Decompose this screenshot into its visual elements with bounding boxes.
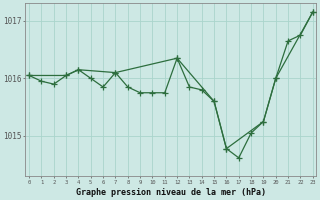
X-axis label: Graphe pression niveau de la mer (hPa): Graphe pression niveau de la mer (hPa)	[76, 188, 266, 197]
